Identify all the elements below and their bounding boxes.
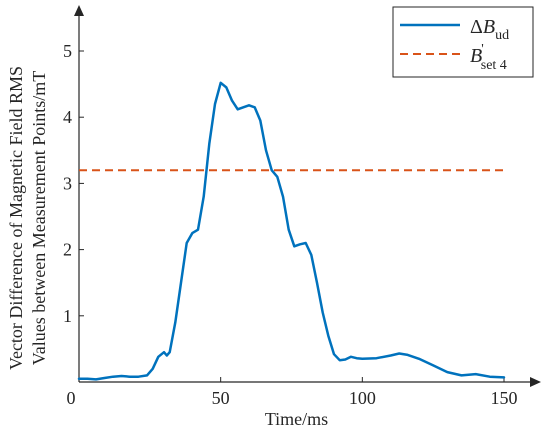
series-group xyxy=(77,81,506,381)
x-tick-label: 150 xyxy=(491,388,518,408)
x-tick-label: 100 xyxy=(349,388,376,408)
tick-labels: 0 50 100 150 1 2 3 4 5 xyxy=(63,41,518,408)
x-axis-title: Time/ms xyxy=(265,409,328,429)
axes xyxy=(74,5,541,387)
y-axis-title-line: Values between Measurement Points/mT xyxy=(29,71,49,365)
y-tick-label: 1 xyxy=(63,306,72,326)
y-tick-label: 3 xyxy=(63,173,72,193)
legend-entry-label: B' set 4 xyxy=(470,42,507,73)
x-tick-label: 50 xyxy=(212,388,230,408)
y-axis-title-line: Vector Difference of Magnetic Field RMS xyxy=(6,66,26,370)
axis-titles: Time/ms Vector Difference of Magnetic Fie… xyxy=(6,66,328,429)
tick-marks xyxy=(79,50,505,382)
series-line-delta-b-ud xyxy=(77,81,506,381)
x-axis-arrow xyxy=(530,377,541,387)
x-tick-label: 0 xyxy=(67,388,76,408)
legend-box xyxy=(392,6,534,78)
y-tick-label: 4 xyxy=(63,107,72,127)
legend-entry-label: ΔBud xyxy=(470,16,509,43)
y-tick-label: 2 xyxy=(63,240,72,260)
y-tick-label: 5 xyxy=(63,41,72,61)
y-axis-arrow xyxy=(74,5,84,16)
